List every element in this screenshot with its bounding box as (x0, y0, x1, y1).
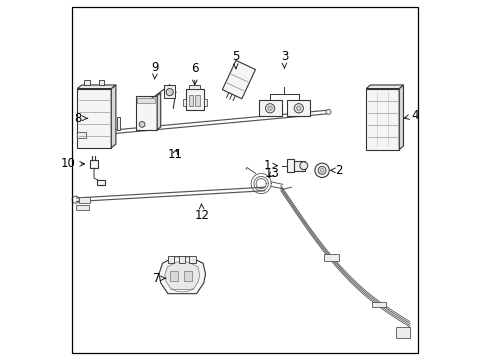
Circle shape (300, 162, 308, 170)
Bar (184, 271, 192, 281)
Bar (259, 100, 282, 116)
Polygon shape (222, 60, 255, 99)
Bar (183, 99, 186, 106)
Bar (190, 256, 196, 263)
Bar (136, 96, 157, 130)
Text: 4: 4 (404, 109, 419, 122)
Bar (372, 302, 386, 307)
Text: 7: 7 (152, 272, 166, 285)
Circle shape (318, 166, 326, 174)
Bar (395, 327, 410, 338)
Circle shape (166, 89, 173, 96)
Bar (179, 256, 185, 263)
Bar (204, 99, 207, 106)
Polygon shape (366, 85, 403, 89)
Polygon shape (159, 257, 205, 294)
Bar (84, 80, 90, 85)
Circle shape (268, 106, 272, 111)
Bar (324, 254, 339, 261)
Bar (76, 205, 89, 211)
Bar (195, 95, 200, 107)
Text: 12: 12 (195, 204, 209, 222)
Bar (287, 159, 294, 172)
Circle shape (139, 122, 145, 127)
Bar (77, 132, 86, 138)
Bar (77, 89, 111, 148)
Bar (79, 197, 90, 203)
Circle shape (294, 104, 303, 113)
Text: 5: 5 (232, 50, 239, 69)
Bar (90, 159, 98, 168)
Circle shape (266, 104, 275, 113)
Polygon shape (165, 262, 200, 290)
Polygon shape (157, 93, 161, 130)
Bar (189, 95, 194, 107)
Bar (287, 100, 310, 116)
Bar (117, 117, 120, 130)
Text: 9: 9 (151, 60, 159, 79)
Bar (189, 85, 200, 89)
Circle shape (315, 163, 329, 177)
Bar (164, 85, 175, 98)
Bar (97, 180, 105, 185)
Polygon shape (399, 85, 403, 149)
Bar (170, 271, 177, 281)
Text: 13: 13 (265, 167, 280, 180)
Circle shape (296, 106, 301, 111)
Text: 6: 6 (191, 62, 198, 85)
Text: 10: 10 (61, 157, 84, 170)
Bar (168, 256, 174, 263)
Bar (186, 89, 204, 110)
Polygon shape (77, 85, 116, 89)
Circle shape (326, 109, 331, 114)
Circle shape (320, 168, 324, 172)
Bar (137, 98, 155, 103)
Bar (294, 161, 305, 171)
Bar (366, 89, 399, 149)
Polygon shape (111, 85, 116, 148)
Text: 2: 2 (331, 164, 342, 177)
Text: 1: 1 (263, 159, 277, 172)
Bar (98, 80, 104, 85)
Text: 11: 11 (168, 148, 183, 161)
Text: 3: 3 (281, 50, 288, 68)
Text: 8: 8 (74, 112, 88, 125)
